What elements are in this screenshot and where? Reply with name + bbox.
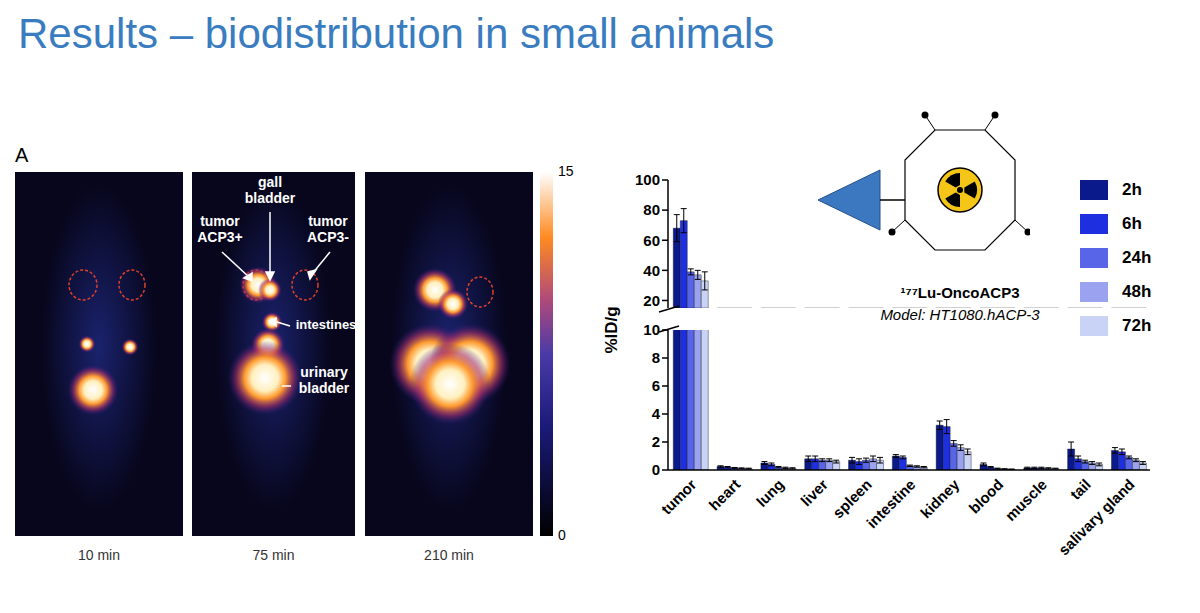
svg-text:tumor: tumor (657, 476, 699, 518)
svg-text:salivary gland: salivary gland (1055, 476, 1138, 559)
svg-text:lung: lung (753, 476, 787, 510)
svg-text:10: 10 (643, 321, 660, 338)
html-text:Results – biodistribution in s: Results – biodistribution in small anima… (18, 10, 775, 57)
svg-text:20: 20 (643, 292, 660, 308)
svg-text:muscle: muscle (1002, 476, 1051, 525)
html-text:tumor ACP3-: tumor ACP3- (307, 213, 349, 245)
svg-text:0: 0 (652, 461, 660, 478)
svg-text:liver: liver (797, 476, 831, 510)
svg-text:kidney: kidney (917, 475, 963, 521)
html-text:2h: 2h (1122, 180, 1142, 199)
svg-text:40: 40 (643, 262, 660, 279)
html-text:6h: 6h (1122, 214, 1142, 233)
html-text:urinary bladder: urinary bladder (298, 364, 350, 396)
svg-text:80: 80 (643, 201, 660, 218)
html-text:gall bladder: gall bladder (244, 174, 296, 206)
html-text:72h: 72h (1122, 316, 1152, 335)
svg-text:blood: blood (965, 476, 1006, 517)
svg-text:heart: heart (705, 476, 743, 514)
svg-text:8: 8 (652, 349, 660, 366)
html-text:210 min: 210 min (424, 547, 474, 563)
svg-text:intestine: intestine (863, 476, 919, 532)
svg-text:6: 6 (652, 377, 660, 394)
html-text:0: 0 (558, 527, 566, 543)
html-text:10 min: 10 min (78, 547, 120, 563)
html-text:¹⁷⁷Lu-OncoACP3: ¹⁷⁷Lu-OncoACP3 (900, 284, 1020, 301)
html-text:Model: HT1080.hACP-3: Model: HT1080.hACP-3 (880, 306, 1040, 323)
svg-text:tail: tail (1067, 476, 1094, 503)
svg-text:2: 2 (652, 433, 660, 450)
html-text:75 min: 75 min (252, 547, 295, 563)
svg-text:4: 4 (652, 405, 661, 422)
html-text:15: 15 (558, 163, 574, 179)
html-text:tumor ACP3+: tumor ACP3+ (197, 213, 243, 245)
html-text:intestines: intestines (295, 317, 357, 332)
svg-text:spleen: spleen (829, 475, 875, 522)
html-text:48h: 48h (1122, 282, 1152, 301)
html-text:A: A (15, 144, 29, 166)
html-text:24h: 24h (1122, 248, 1152, 267)
html-text:%ID/g: %ID/g (602, 306, 621, 354)
svg-text:100: 100 (635, 172, 660, 188)
svg-text:60: 60 (643, 232, 660, 249)
